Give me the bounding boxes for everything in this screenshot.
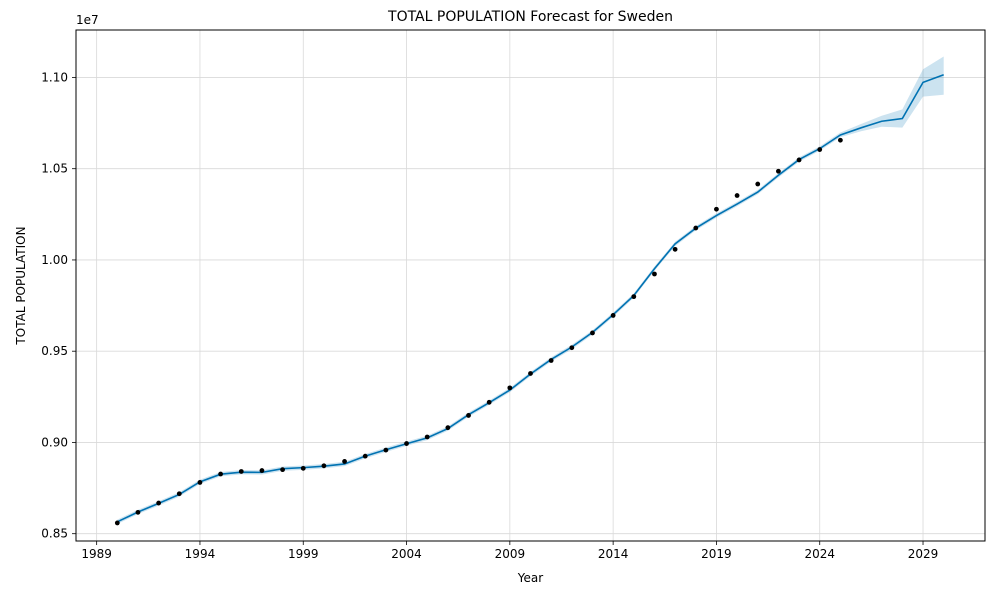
observed-point bbox=[238, 469, 244, 474]
x-tick-label: 1989 bbox=[81, 547, 112, 561]
observed-point bbox=[486, 399, 492, 405]
observed-point bbox=[321, 463, 327, 469]
x-tick-label: 1999 bbox=[288, 547, 319, 561]
observed-point bbox=[466, 413, 471, 418]
observed-point bbox=[796, 157, 802, 163]
observed-point bbox=[383, 447, 389, 453]
observed-point bbox=[197, 480, 203, 485]
observed-point bbox=[156, 500, 162, 506]
x-tick-label: 2009 bbox=[495, 547, 526, 561]
x-tick-label: 2019 bbox=[701, 547, 732, 561]
x-tick-label: 2024 bbox=[804, 547, 835, 561]
y-axis-ticks: 0.85 0.90 0.95 1.00 1.05 1.10 bbox=[41, 70, 76, 541]
y-tick-label: 1.00 bbox=[41, 253, 68, 267]
chart-title: TOTAL POPULATION Forecast for Sweden bbox=[387, 9, 673, 25]
x-tick-label: 2014 bbox=[598, 547, 629, 561]
observed-point bbox=[569, 345, 575, 351]
observed-point bbox=[218, 471, 224, 477]
observed-point bbox=[755, 181, 761, 187]
observed-point bbox=[424, 434, 430, 440]
observed-point bbox=[817, 147, 823, 152]
observed-point bbox=[548, 358, 554, 363]
observed-point bbox=[259, 468, 265, 473]
observed-point bbox=[590, 330, 595, 336]
observed-point bbox=[280, 467, 285, 473]
y-tick-label: 0.90 bbox=[41, 435, 68, 449]
plot-frame bbox=[75, 29, 986, 542]
x-axis-label: Year bbox=[517, 571, 543, 585]
observed-point bbox=[837, 137, 843, 143]
observed-points-layer bbox=[114, 137, 843, 526]
observed-point bbox=[610, 313, 616, 318]
observed-point bbox=[693, 225, 699, 231]
y-tick-label: 0.95 bbox=[41, 344, 68, 358]
observed-point bbox=[734, 193, 740, 198]
y-tick-label: 1.05 bbox=[41, 162, 68, 176]
observed-point bbox=[135, 509, 141, 515]
observed-point bbox=[342, 459, 347, 464]
x-tick-label: 1994 bbox=[185, 547, 216, 561]
observed-point bbox=[714, 206, 719, 212]
observed-point bbox=[176, 491, 182, 497]
observed-point bbox=[631, 294, 637, 300]
grid-lines bbox=[76, 30, 985, 541]
observed-point bbox=[672, 246, 678, 252]
observed-point bbox=[652, 271, 657, 277]
observed-point bbox=[114, 520, 120, 526]
y-axis-label: TOTAL POPULATION bbox=[14, 226, 28, 345]
observed-point bbox=[362, 453, 368, 459]
observed-point bbox=[404, 441, 409, 446]
y-tick-label: 1.10 bbox=[41, 70, 68, 84]
x-tick-label: 2029 bbox=[908, 547, 939, 561]
observed-point bbox=[507, 385, 513, 391]
y-axis-offset-label: 1e7 bbox=[76, 13, 99, 27]
observed-point bbox=[528, 371, 533, 376]
y-tick-label: 0.85 bbox=[41, 527, 68, 541]
observed-point bbox=[300, 465, 306, 471]
x-tick-label: 2004 bbox=[391, 547, 422, 561]
observed-point bbox=[776, 168, 781, 174]
x-axis-ticks: 1989 1994 1999 2004 2009 2014 2019 2024 2029 bbox=[81, 541, 938, 561]
observed-point bbox=[445, 425, 451, 431]
